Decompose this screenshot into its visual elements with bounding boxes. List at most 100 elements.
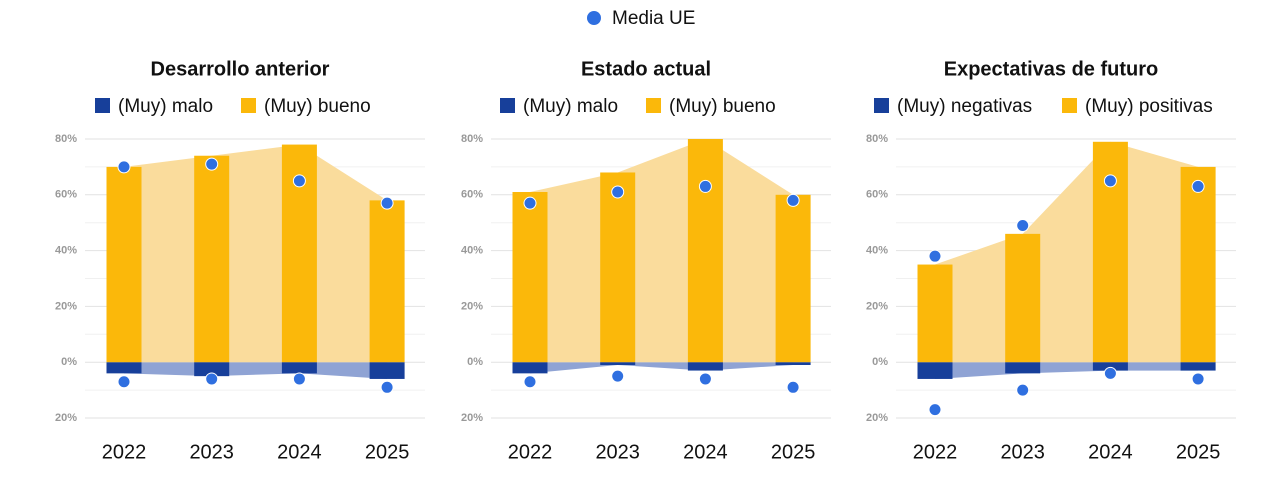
legend-swatch <box>500 98 515 113</box>
y-tick-label: 20% <box>866 412 888 424</box>
bar <box>1180 362 1216 371</box>
x-tick-label: 2024 <box>683 441 728 463</box>
bar <box>1092 362 1128 371</box>
eu-dot <box>117 160 131 174</box>
eu-dot <box>523 375 537 389</box>
eu-dot <box>786 380 800 394</box>
y-tick-label: 0% <box>872 356 888 368</box>
x-tick-label: 2025 <box>365 441 410 463</box>
area <box>124 362 388 379</box>
bar <box>369 200 405 363</box>
bar <box>687 362 723 371</box>
chart-title: Estado actual <box>581 58 711 80</box>
area <box>935 141 1199 363</box>
bar <box>106 362 142 374</box>
bar <box>281 362 317 374</box>
y-tick-label: 40% <box>461 245 483 257</box>
eu-dot <box>117 375 131 389</box>
y-tick-label: 60% <box>461 189 483 201</box>
eu-dot <box>611 369 625 383</box>
bar <box>775 194 811 363</box>
eu-dot <box>698 372 712 386</box>
chart-title: Desarrollo anterior <box>151 58 330 80</box>
legend-label: (Muy) bueno <box>264 96 371 117</box>
eu-dot <box>292 174 306 188</box>
y-tick-label: 40% <box>55 245 77 257</box>
eu-dot <box>786 193 800 207</box>
y-tick-label: 60% <box>55 189 77 201</box>
legend-label: (Muy) bueno <box>669 96 776 117</box>
x-tick-label: 2023 <box>595 441 640 463</box>
bar <box>369 362 405 379</box>
legend-swatch <box>241 98 256 113</box>
eu-dot <box>611 185 625 199</box>
legend-label: (Muy) malo <box>523 96 618 117</box>
legend-swatch <box>646 98 661 113</box>
y-tick-label: 20% <box>461 300 483 312</box>
eu-dot <box>292 372 306 386</box>
eu-dot <box>928 249 942 263</box>
bar <box>917 362 953 379</box>
eu-dot <box>928 403 942 417</box>
legend-swatch <box>874 98 889 113</box>
bar <box>1005 233 1041 363</box>
bar <box>106 166 142 363</box>
x-tick-label: 2022 <box>913 441 958 463</box>
area <box>530 139 794 363</box>
x-tick-label: 2025 <box>1176 441 1221 463</box>
eu-dot <box>205 157 219 171</box>
legend-label: (Muy) malo <box>118 96 213 117</box>
bar <box>1180 166 1216 363</box>
eu-dot <box>1016 383 1030 397</box>
y-tick-label: 40% <box>866 245 888 257</box>
y-tick-label: 80% <box>55 133 77 145</box>
y-tick-label: 60% <box>866 189 888 201</box>
y-tick-label: 20% <box>866 300 888 312</box>
x-tick-label: 2024 <box>1088 441 1133 463</box>
legend-swatch <box>95 98 110 113</box>
x-tick-label: 2022 <box>508 441 553 463</box>
y-tick-label: 20% <box>461 412 483 424</box>
y-tick-label: 20% <box>55 300 77 312</box>
y-tick-label: 0% <box>61 356 77 368</box>
y-tick-label: 0% <box>467 356 483 368</box>
bar <box>775 362 811 365</box>
y-tick-label: 80% <box>866 133 888 145</box>
bar <box>194 155 230 363</box>
x-tick-label: 2023 <box>1000 441 1045 463</box>
eu-dot <box>1191 179 1205 193</box>
legend-label: Media UE <box>612 8 695 29</box>
bar <box>687 139 723 363</box>
y-tick-label: 20% <box>55 412 77 424</box>
eu-dot <box>1103 366 1117 380</box>
eu-dot <box>205 372 219 386</box>
area <box>530 362 794 374</box>
bar <box>512 192 548 363</box>
x-tick-label: 2024 <box>277 441 322 463</box>
eu-dot <box>380 380 394 394</box>
eu-dot <box>1103 174 1117 188</box>
legend-label: (Muy) positivas <box>1085 96 1213 117</box>
bar <box>917 264 953 363</box>
legend-dot <box>587 11 601 25</box>
x-tick-label: 2022 <box>102 441 147 463</box>
eu-dot <box>1016 218 1030 232</box>
bar <box>600 362 636 365</box>
y-tick-label: 80% <box>461 133 483 145</box>
legend-swatch <box>1062 98 1077 113</box>
eu-dot <box>523 196 537 210</box>
x-tick-label: 2025 <box>771 441 816 463</box>
bar <box>1005 362 1041 374</box>
bar <box>600 172 636 363</box>
eu-dot <box>1191 372 1205 386</box>
legend-label: (Muy) negativas <box>897 96 1032 117</box>
area <box>935 362 1199 379</box>
chart-title: Expectativas de futuro <box>944 58 1159 80</box>
bar <box>194 362 230 377</box>
area <box>124 144 388 363</box>
x-tick-label: 2023 <box>189 441 234 463</box>
eu-dot <box>698 179 712 193</box>
eu-dot <box>380 196 394 210</box>
bar <box>512 362 548 374</box>
